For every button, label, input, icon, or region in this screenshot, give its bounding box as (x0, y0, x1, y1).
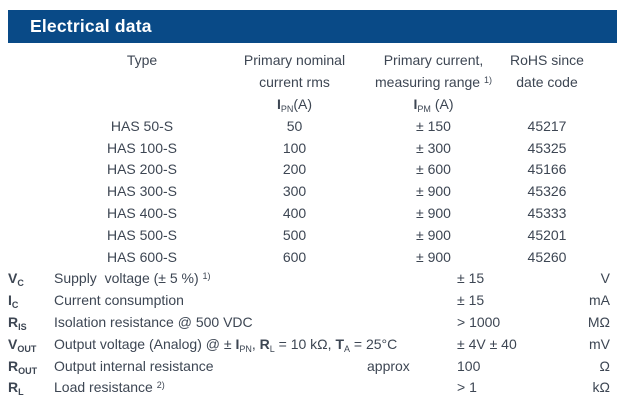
parameter-symbol: ROUT (8, 357, 38, 376)
parameter-row-output-internal-resistance: ROUT Output internal resistance approx 1… (0, 355, 626, 377)
parameter-description: Output voltage (Analog) @ ± IPN, RL = 10… (54, 335, 398, 354)
parameter-symbol: VOUT (8, 335, 37, 354)
section-header-bar: Electrical data (8, 10, 617, 43)
type-cell: HAS 600-S (106, 248, 178, 265)
ipm-cell: ± 900 (416, 183, 451, 200)
parameter-unit: mV (589, 335, 610, 352)
parameter-value: > 1 (457, 379, 477, 396)
col-header-rohs-line2: date code (516, 74, 578, 90)
parameter-row-current-consumption: IC Current consumption ± 15 mA (0, 289, 626, 311)
col-header-primary-nominal-line2: current rms (259, 74, 330, 90)
table-row: HAS 100-S 100 ± 300 45325 (58, 137, 590, 159)
type-ratings-table: Type Primary nominal Primary current, Ro… (58, 49, 590, 268)
table-row: HAS 400-S 400 ± 900 45333 (58, 202, 590, 224)
footnote-1-marker: 1) (483, 75, 492, 85)
parameter-value: 100 (457, 357, 481, 374)
col-header-rohs-line1: RoHS since (510, 52, 584, 68)
parameter-description: Supply voltage (± 5 %) 1) (54, 269, 211, 286)
type-cell: HAS 100-S (106, 139, 178, 156)
ipm-cell: ± 900 (416, 205, 451, 222)
col-header-primary-current-line1: Primary current, (383, 52, 484, 68)
parameter-list: VC Supply voltage (± 5 %) 1) ± 15 V IC C… (0, 267, 626, 398)
parameter-symbol: RIS (8, 313, 27, 332)
parameter-description: Output internal resistance (54, 357, 214, 374)
table-row: HAS 200-S 200 ± 600 45166 (58, 159, 590, 181)
ipn-cell: 500 (282, 226, 307, 243)
ipn-cell: 200 (282, 161, 307, 178)
footnote-1-marker: 1) (202, 270, 211, 281)
rohs-cell: 45166 (527, 161, 567, 178)
rohs-cell: 45333 (527, 205, 567, 222)
parameter-row-isolation-resistance: RIS Isolation resistance @ 500 VDC > 100… (0, 311, 626, 333)
type-cell: HAS 50-S (110, 117, 174, 134)
footnote-2-marker: 2) (156, 380, 165, 391)
ipn-cell: 300 (282, 183, 307, 200)
rohs-cell: 45217 (527, 117, 567, 134)
parameter-qualifier: approx (367, 357, 410, 374)
col-header-primary-current-line2: measuring range 1) (375, 74, 492, 90)
parameter-symbol: IC (8, 291, 19, 310)
type-cell: HAS 500-S (106, 226, 178, 243)
ipn-cell: 600 (282, 248, 307, 265)
col-header-type: Type (126, 52, 158, 68)
parameter-symbol: VC (8, 269, 24, 288)
table-header-row-3: IPN(A) IPM (A) (58, 93, 590, 115)
ipm-cell: ± 900 (416, 248, 451, 265)
parameter-value: > 1000 (457, 313, 501, 330)
ipn-cell: 100 (282, 139, 307, 156)
parameter-description: Current consumption (54, 291, 184, 308)
parameter-description: Load resistance 2) (54, 379, 165, 396)
table-header-row-1: Type Primary nominal Primary current, Ro… (58, 49, 590, 71)
rohs-cell: 45260 (527, 248, 567, 265)
table-row: HAS 500-S 500 ± 900 45201 (58, 224, 590, 246)
table-header-row-2: current rms measuring range 1) date code (58, 71, 590, 93)
ipm-cell: ± 900 (416, 226, 451, 243)
parameter-symbol: RL (8, 379, 24, 398)
type-cell: HAS 400-S (106, 205, 178, 222)
parameter-unit: MΩ (587, 313, 610, 330)
parameter-value: ± 4V ± 40 (457, 335, 517, 352)
rohs-cell: 45201 (527, 226, 567, 243)
col-header-rohs-spacer (504, 93, 590, 115)
parameter-row-output-voltage: VOUT Output voltage (Analog) @ ± IPN, RL… (0, 333, 626, 355)
parameter-unit: V (600, 269, 610, 286)
parameter-description: Isolation resistance @ 500 VDC (54, 313, 253, 330)
section-title: Electrical data (30, 16, 152, 36)
ipn-cell: 400 (282, 205, 307, 222)
table-row: HAS 300-S 300 ± 900 45326 (58, 180, 590, 202)
ipm-cell: ± 300 (416, 139, 451, 156)
ipn-symbol: IPN(A) (276, 96, 313, 114)
parameter-row-load-resistance: RL Load resistance 2) > 1 kΩ (0, 376, 626, 398)
parameter-unit: mA (589, 291, 610, 308)
col-header-type-spacer2 (58, 93, 226, 115)
type-cell: HAS 200-S (106, 161, 178, 178)
ipn-cell: 50 (286, 117, 303, 134)
col-header-type-spacer (58, 71, 226, 93)
table-row: HAS 600-S 600 ± 900 45260 (58, 246, 590, 268)
ipm-cell: ± 150 (416, 117, 451, 134)
parameter-unit: Ω (599, 357, 610, 374)
parameter-unit: kΩ (592, 379, 610, 396)
parameter-row-supply-voltage: VC Supply voltage (± 5 %) 1) ± 15 V (0, 267, 626, 289)
ipm-symbol: IPM (A) (413, 96, 454, 114)
col-header-primary-nominal-line1: Primary nominal (243, 52, 346, 68)
parameter-value: ± 15 (457, 291, 485, 308)
type-cell: HAS 300-S (106, 183, 178, 200)
parameter-value: ± 15 (457, 269, 485, 286)
rohs-cell: 45325 (527, 139, 567, 156)
ipm-cell: ± 600 (416, 161, 451, 178)
rohs-cell: 45326 (527, 183, 567, 200)
table-row: HAS 50-S 50 ± 150 45217 (58, 115, 590, 137)
